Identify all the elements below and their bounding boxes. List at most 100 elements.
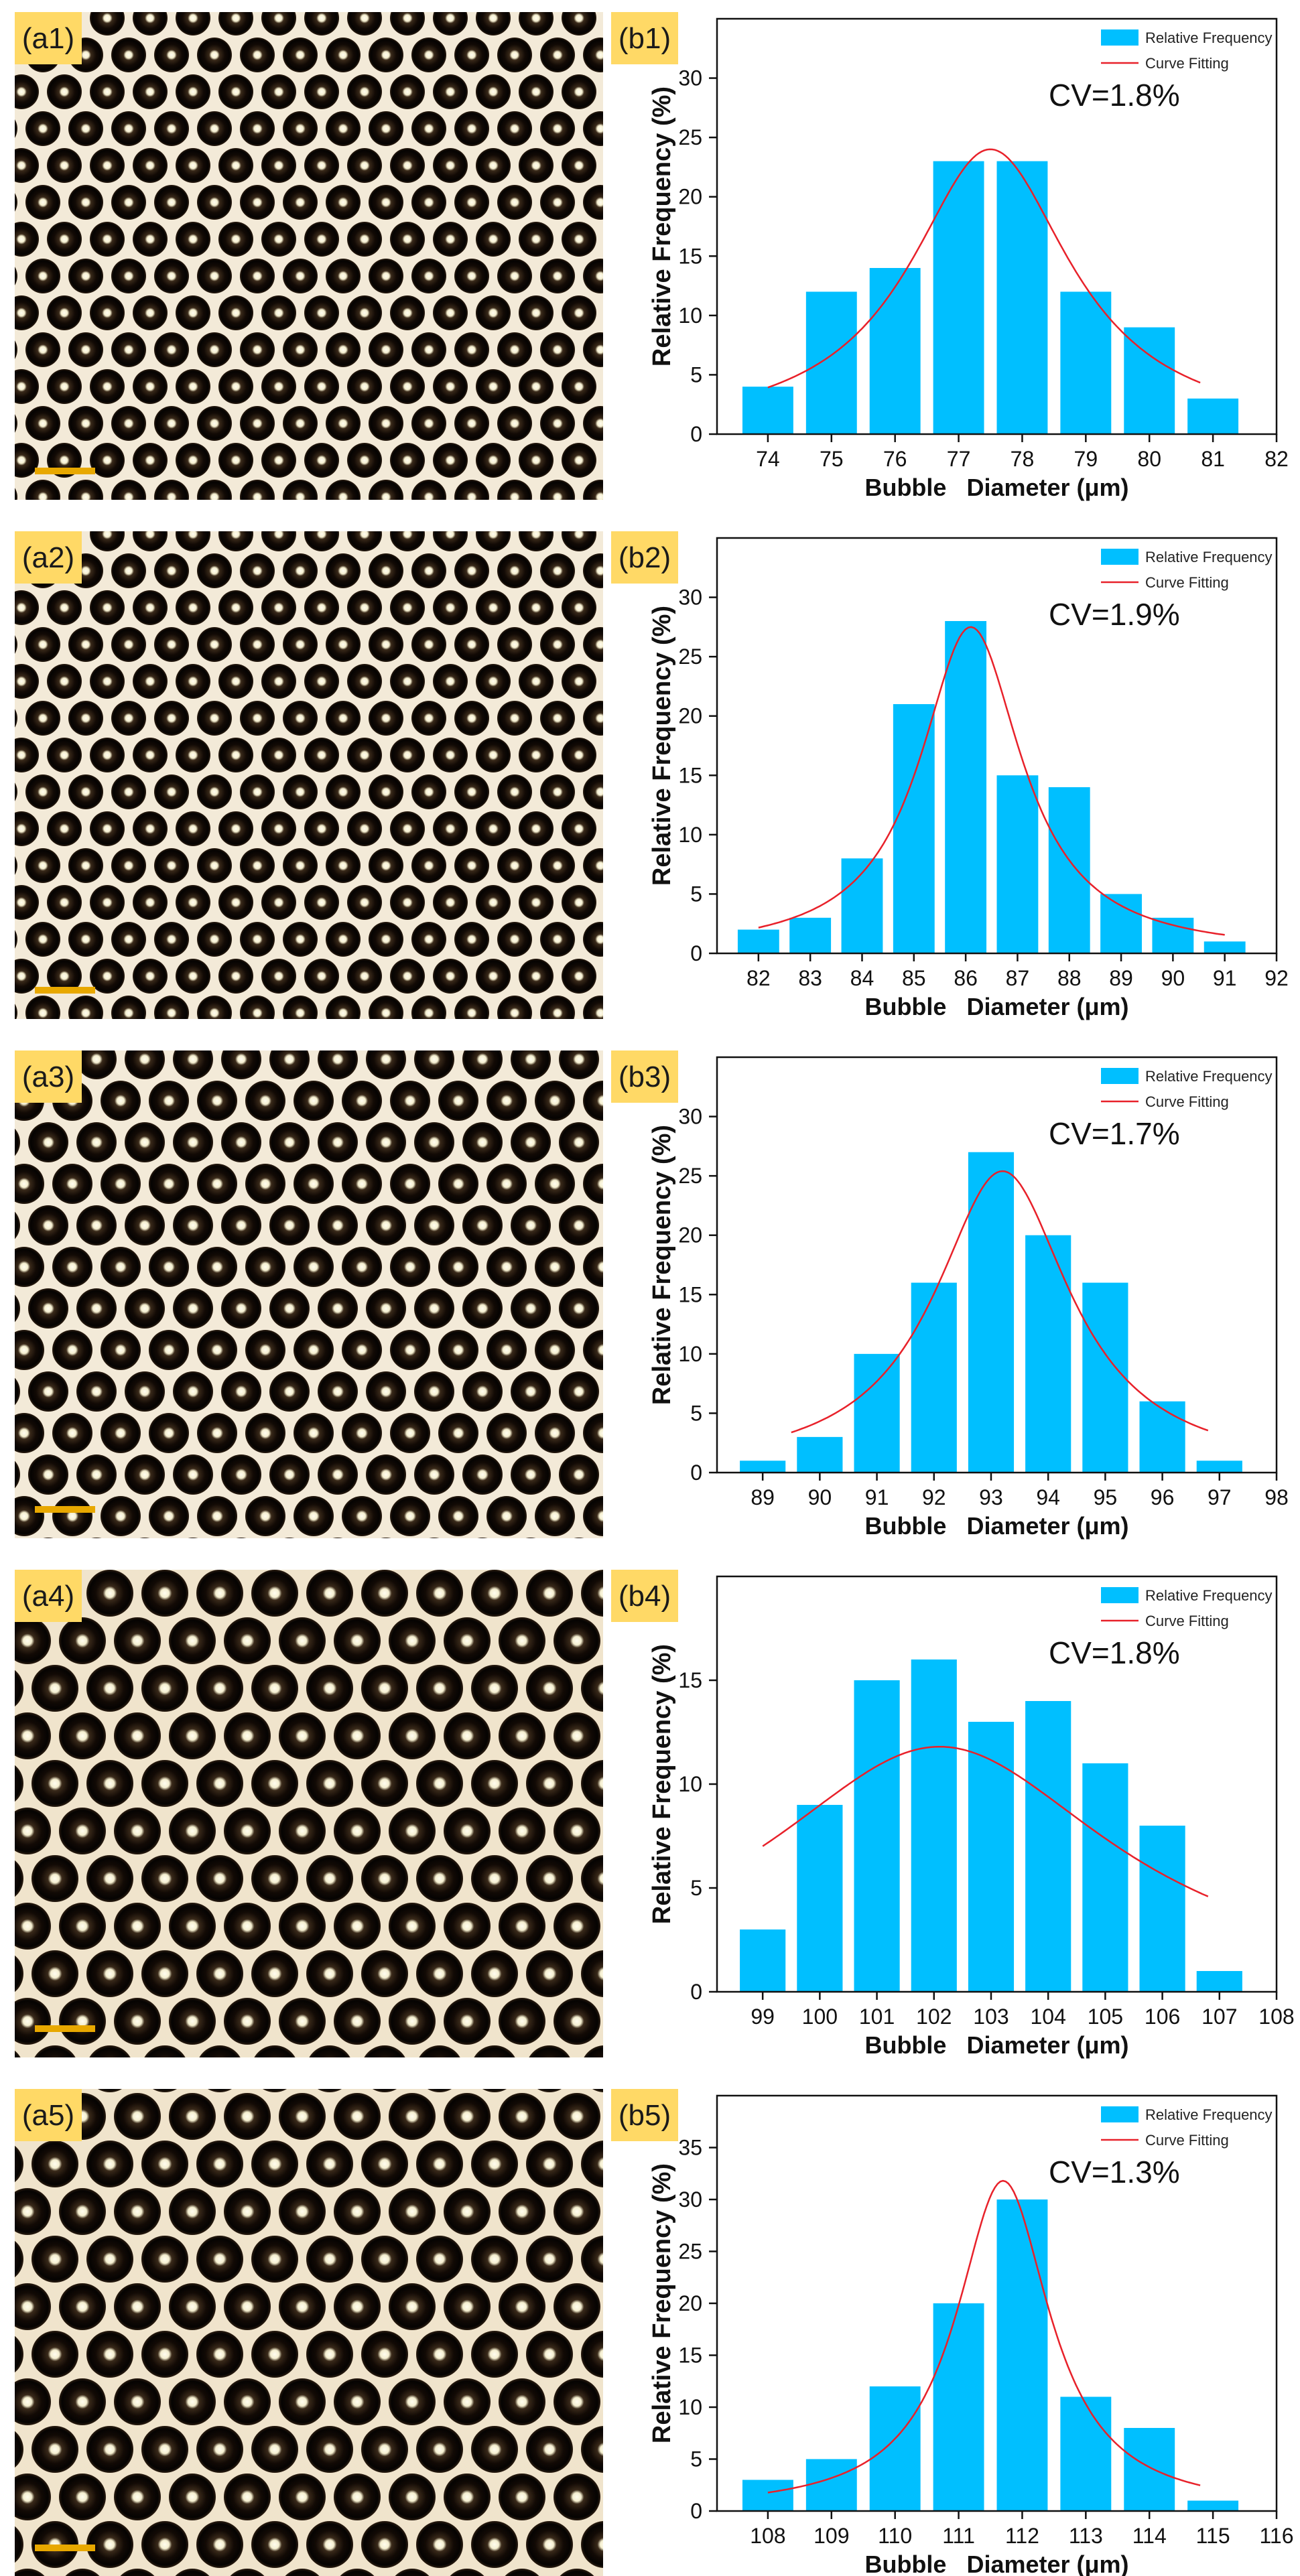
plot-frame [716, 1056, 1278, 1474]
bar [854, 1353, 900, 1473]
fit-curve [758, 626, 1225, 936]
x-tick-label: 85 [902, 966, 926, 990]
bar [805, 2459, 857, 2511]
y-tick-label: 30 [678, 1105, 702, 1129]
micrograph-image [15, 1050, 603, 1538]
y-tick-label: 10 [678, 1342, 702, 1366]
x-tick-label: 98 [1264, 1485, 1289, 1509]
bar [737, 929, 779, 953]
panel-label-box [611, 1050, 678, 1103]
x-tick-label: 78 [1011, 447, 1035, 471]
bar [996, 775, 1039, 953]
chart-panel: (b4) 99 100 101 102 103 104 105 106 107 108 0 5 10 15 B… [611, 1570, 1295, 2059]
x-tick-label: 89 [751, 1485, 775, 1509]
bar [1025, 1701, 1071, 1992]
y-tick-label: 20 [678, 2291, 702, 2315]
plot-frame [716, 17, 1278, 435]
y-tick-label: 10 [678, 303, 702, 328]
x-tick-label: 81 [1201, 447, 1225, 471]
y-tick-label: 0 [690, 941, 702, 965]
x-tick-label: 112 [1005, 2524, 1039, 2548]
legend-swatch-bar [1101, 549, 1139, 565]
x-tick-label: 90 [808, 1485, 832, 1509]
bar [854, 1680, 900, 1992]
micrograph-panel: (a1) [15, 12, 603, 500]
panel-label-box [611, 2089, 678, 2141]
legend-label-bar: Relative Frequency [1145, 1068, 1273, 1085]
bar [933, 161, 984, 435]
y-axis-title: Relative Frequency (%) [648, 86, 676, 366]
panel-label-box [15, 531, 82, 584]
panel-label: (a3) [22, 1061, 74, 1093]
micrograph-panel: (a2) [15, 531, 603, 1019]
y-tick-label: 25 [678, 1164, 702, 1188]
x-tick-label: 92 [1264, 966, 1289, 990]
x-tick-label: 109 [814, 2524, 849, 2548]
bar [1139, 1401, 1185, 1473]
x-axis-title: Bubble Diameter (μm) [864, 1512, 1128, 1540]
cv-annotation: CV=1.9% [1049, 597, 1180, 632]
y-axis-title: Relative Frequency (%) [648, 2163, 676, 2443]
x-tick-label: 74 [756, 447, 780, 471]
y-tick-label: 10 [678, 2395, 702, 2419]
legend-swatch-bar [1101, 29, 1139, 46]
bar [1060, 2396, 1112, 2511]
panel-label-box [611, 531, 678, 584]
x-tick-label: 108 [1258, 2005, 1294, 2029]
bar [911, 1282, 957, 1473]
legend-label-bar: Relative Frequency [1145, 29, 1273, 46]
x-tick-label: 96 [1151, 1485, 1175, 1509]
x-tick-label: 108 [750, 2524, 785, 2548]
scale-bar [35, 1506, 95, 1513]
panel-label: (b4) [619, 1580, 671, 1613]
cv-annotation: CV=1.8% [1049, 1635, 1180, 1670]
bar [968, 1722, 1015, 1992]
fit-curve [791, 1170, 1209, 1434]
scale-bar [35, 2545, 95, 2551]
panel-label-box [15, 1570, 82, 1622]
x-tick-label: 113 [1069, 2524, 1103, 2548]
legend-label-bar: Relative Frequency [1145, 1587, 1273, 1604]
x-tick-label: 95 [1094, 1485, 1118, 1509]
chart-panel: (b3) 89 90 91 92 93 94 95 96 97 98 0 5 10 15 20 25 30 Bubb… [611, 1050, 1289, 1540]
panel-label-box [15, 1050, 82, 1103]
x-tick-label: 114 [1132, 2524, 1167, 2548]
bar [1124, 327, 1175, 434]
bar [1025, 1235, 1071, 1473]
y-tick-label: 35 [678, 2136, 702, 2160]
legend-label-curve: Curve Fitting [1145, 1613, 1229, 1629]
y-tick-label: 0 [690, 1461, 702, 1485]
x-tick-label: 94 [1036, 1485, 1060, 1509]
micrograph-image [15, 12, 603, 500]
x-tick-label: 110 [878, 2524, 912, 2548]
bar [1187, 398, 1239, 434]
y-tick-label: 15 [678, 1282, 702, 1306]
chart-panel: (b5) 108 109 110 111 112 113 114 115 116 0 5 10 15 20 2… [611, 2089, 1294, 2576]
chart-panel: (b1) 74 75 76 77 78 79 80 81 82 0 5 10 15 20 25 30 Bubble… [611, 12, 1289, 501]
bar [805, 291, 857, 434]
cv-annotation: CV=1.8% [1049, 78, 1180, 113]
bar [1139, 1826, 1185, 1992]
bar [1187, 2500, 1239, 2511]
plot-frame [716, 537, 1278, 955]
bar [797, 1805, 843, 1992]
y-tick-label: 30 [678, 66, 702, 90]
y-tick-label: 15 [678, 244, 702, 268]
y-tick-label: 0 [690, 2499, 702, 2523]
y-tick-label: 20 [678, 1223, 702, 1247]
x-tick-label: 88 [1057, 966, 1082, 990]
x-tick-label: 103 [973, 2005, 1009, 2029]
x-tick-label: 82 [746, 966, 771, 990]
bar [869, 268, 921, 434]
y-tick-label: 15 [678, 2344, 702, 2368]
x-tick-label: 93 [979, 1485, 1003, 1509]
bar [789, 917, 832, 953]
y-tick-label: 10 [678, 1772, 702, 1796]
x-tick-label: 91 [1213, 966, 1237, 990]
micrograph-panel: (a3) [15, 1050, 603, 1538]
bar [1060, 291, 1112, 434]
x-tick-label: 87 [1006, 966, 1030, 990]
fit-curve [762, 1745, 1209, 1897]
y-tick-label: 20 [678, 185, 702, 209]
x-tick-label: 82 [1264, 447, 1289, 471]
